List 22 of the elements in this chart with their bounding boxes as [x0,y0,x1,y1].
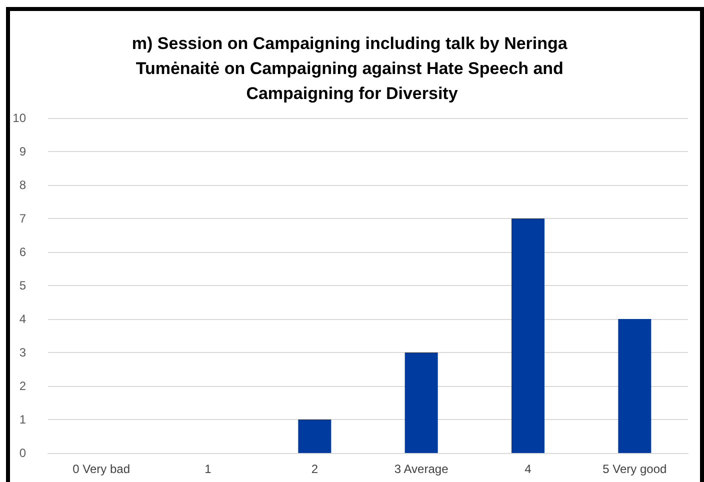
x-tick-label: 0 Very bad [72,462,130,476]
y-tick-label: 9 [19,144,26,158]
y-tick-label: 10 [12,111,26,125]
x-tick-label: 5 Very good [602,462,667,476]
x-tick-label: 4 [524,462,532,476]
y-tick-label: 2 [19,379,26,393]
bar [512,218,544,453]
y-tick-label: 8 [19,178,26,192]
bar [618,319,652,453]
y-tick-label: 4 [19,312,26,326]
bar [298,420,332,453]
y-tick-label: 1 [19,412,26,426]
y-tick-label: 7 [19,212,26,226]
x-tick-label: 3 Average [394,462,449,476]
bar [404,352,438,453]
y-tick-label: 5 [19,278,26,292]
y-tick-label: 3 [19,346,26,360]
y-tick-label: 6 [19,245,26,259]
chart-title: m) Session on Campaigning including talk by Neringa Tumėnaitė on Campaigning against Hate Speech and Campaigning for Diversity [132,34,572,103]
x-tick-label: 1 [204,462,212,476]
y-tick-label: 0 [19,446,26,460]
x-tick-label: 2 [311,462,318,476]
